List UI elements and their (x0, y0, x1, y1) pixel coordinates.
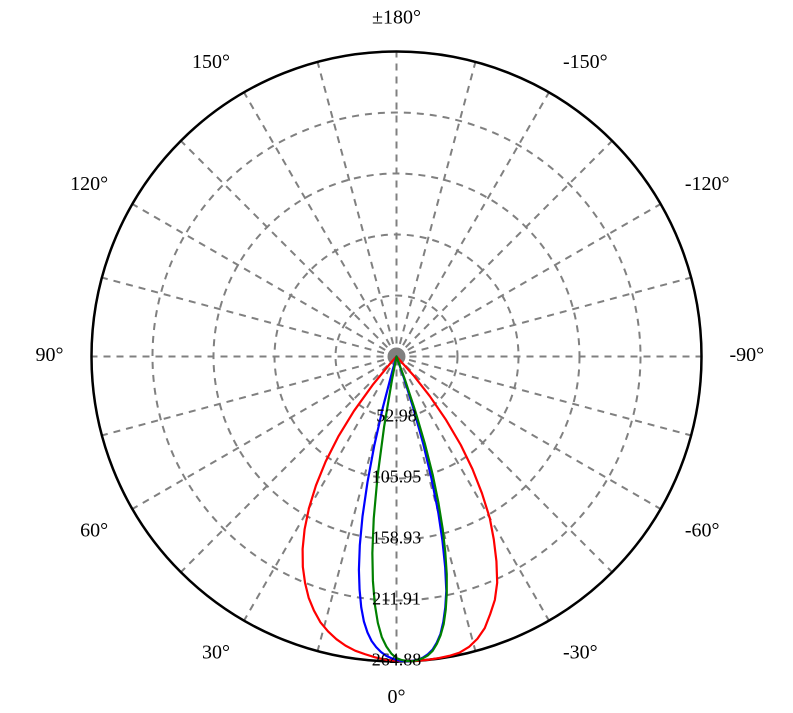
radial-tick-label: 52.98 (376, 406, 417, 426)
angle-label: -150° (563, 51, 608, 73)
angle-label: 0° (388, 686, 406, 708)
series-curve_red (303, 357, 498, 662)
angle-label: -30° (563, 641, 598, 663)
radial-tick-label: 158.93 (372, 528, 422, 548)
radial-tick-label: 211.91 (372, 589, 421, 609)
angle-label: ±180° (372, 7, 421, 29)
radial-tick-label: 264.88 (372, 650, 422, 670)
angle-label: -90° (730, 344, 765, 366)
data-series (303, 357, 498, 662)
angle-label: -60° (685, 520, 720, 542)
angle-label: 90° (36, 344, 64, 366)
angle-label: 60° (80, 520, 108, 542)
angle-label: 120° (70, 173, 108, 195)
angle-label: 150° (192, 51, 230, 73)
polar-chart: 52.98 105.95 158.93 211.91 264.88 0° 30° 60° 90… (0, 0, 793, 713)
radial-tick-label: 105.95 (372, 467, 422, 487)
angle-label: 30° (202, 641, 230, 663)
angle-label: -120° (685, 173, 730, 195)
